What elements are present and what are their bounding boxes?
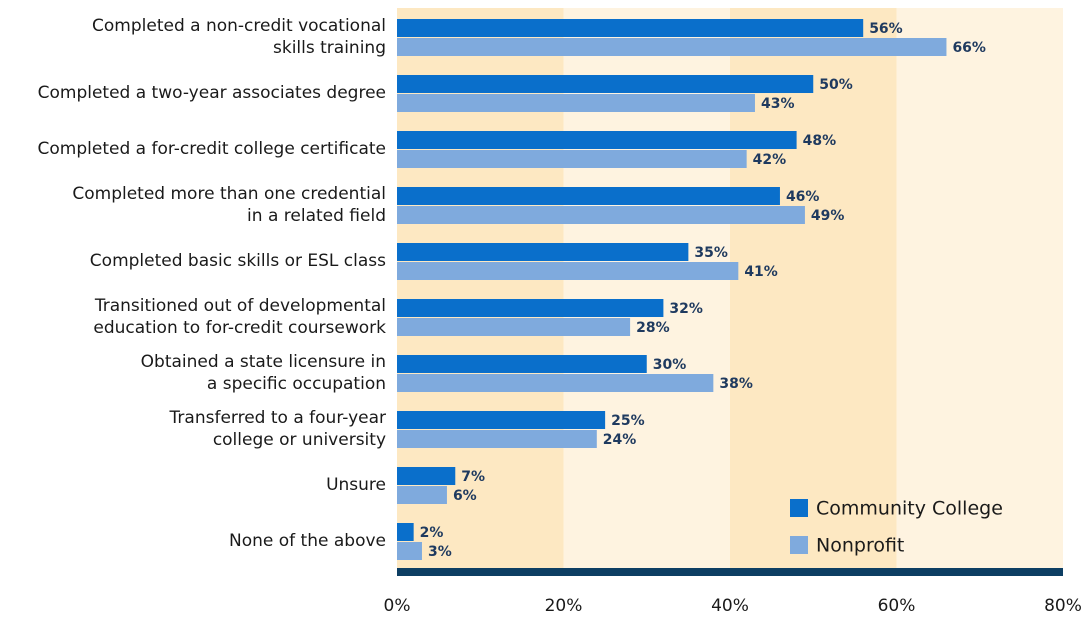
bar — [397, 262, 739, 280]
bar — [397, 243, 689, 261]
value-label: 56% — [869, 21, 903, 37]
category-label: Obtained a state licensure in a specific … — [141, 352, 386, 394]
category-label: Completed basic skills or ESL class — [90, 251, 386, 271]
category-label: Completed a two-year associates degree — [38, 83, 386, 103]
bar — [397, 355, 647, 373]
x-tick-label: 60% — [878, 596, 916, 616]
value-label: 42% — [753, 152, 787, 168]
bar — [397, 94, 755, 112]
value-label: 7% — [461, 469, 485, 485]
bar — [397, 206, 805, 224]
value-label: 35% — [694, 245, 728, 261]
category-label: Completed a non-credit vocational skills … — [92, 16, 386, 58]
value-label: 24% — [603, 432, 637, 448]
value-label: 48% — [803, 133, 837, 149]
value-label: 30% — [653, 357, 687, 373]
grid-band — [896, 8, 1063, 568]
x-tick-label: 0% — [384, 596, 411, 616]
category-label: Transitioned out of developmental educati… — [93, 296, 386, 338]
bar — [397, 411, 606, 429]
category-label: Completed a for-credit college certifica… — [38, 139, 386, 159]
grid-band — [730, 8, 897, 568]
value-label: 49% — [811, 208, 845, 224]
value-label: 32% — [669, 301, 703, 317]
bar — [397, 38, 947, 56]
category-label: Transferred to a four-year college or uni… — [169, 408, 386, 450]
legend-label: Nonprofit — [816, 535, 904, 557]
legend-swatch — [790, 536, 808, 554]
value-label: 25% — [611, 413, 645, 429]
value-label: 66% — [952, 40, 986, 56]
category-label: Completed more than one credential in a r… — [72, 184, 386, 226]
value-label: 38% — [719, 376, 753, 392]
x-axis — [397, 568, 1063, 576]
bar — [397, 318, 631, 336]
x-tick-label: 20% — [545, 596, 583, 616]
legend-label: Community College — [816, 498, 1003, 520]
x-tick-label: 80% — [1044, 596, 1082, 616]
value-label: 46% — [786, 189, 820, 205]
x-tick-label: 40% — [711, 596, 749, 616]
bar — [397, 131, 797, 149]
bar — [397, 75, 814, 93]
value-label: 2% — [420, 525, 444, 541]
bar — [397, 374, 714, 392]
category-label: Unsure — [326, 475, 386, 495]
bar — [397, 150, 747, 168]
value-label: 3% — [428, 544, 452, 560]
bar — [397, 19, 864, 37]
value-label: 28% — [636, 320, 670, 336]
value-label: 41% — [744, 264, 778, 280]
value-label: 43% — [761, 96, 795, 112]
bar — [397, 430, 597, 448]
legend-swatch — [790, 499, 808, 517]
bar — [397, 467, 456, 485]
bar — [397, 187, 780, 205]
bar — [397, 523, 414, 541]
value-label: 50% — [819, 77, 853, 93]
bar — [397, 486, 447, 504]
bar — [397, 542, 422, 560]
category-label: None of the above — [229, 531, 386, 551]
value-label: 6% — [453, 488, 477, 504]
bar — [397, 299, 664, 317]
